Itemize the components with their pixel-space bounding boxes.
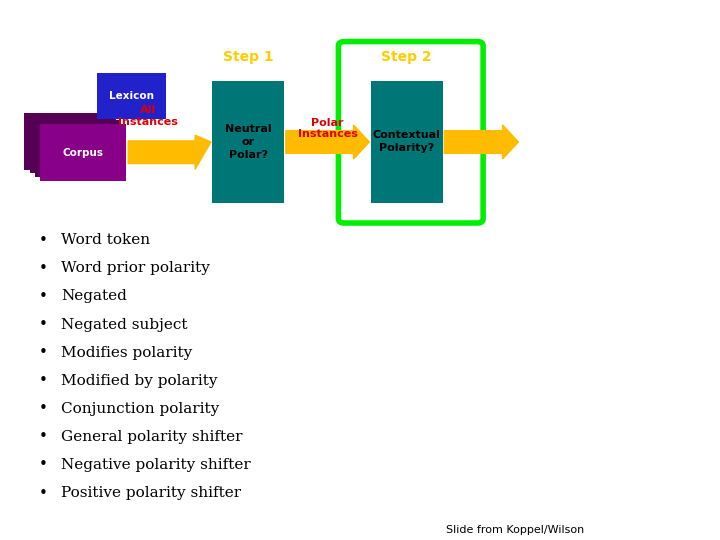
FancyBboxPatch shape xyxy=(371,81,443,202)
FancyBboxPatch shape xyxy=(97,73,166,119)
Text: •: • xyxy=(39,485,48,501)
Text: Positive polarity shifter: Positive polarity shifter xyxy=(61,486,241,500)
Text: •: • xyxy=(39,289,48,304)
FancyBboxPatch shape xyxy=(212,81,284,202)
Polygon shape xyxy=(286,125,369,159)
Text: Polar
Instances: Polar Instances xyxy=(297,118,358,139)
FancyBboxPatch shape xyxy=(35,120,121,177)
Text: •: • xyxy=(39,401,48,416)
Text: Word prior polarity: Word prior polarity xyxy=(61,261,210,275)
Text: Slide from Koppel/Wilson: Slide from Koppel/Wilson xyxy=(446,524,585,535)
FancyBboxPatch shape xyxy=(30,117,116,173)
Text: •: • xyxy=(39,317,48,332)
Text: Negated: Negated xyxy=(61,289,127,303)
Text: •: • xyxy=(39,345,48,360)
Text: Negated subject: Negated subject xyxy=(61,318,188,332)
Text: General polarity shifter: General polarity shifter xyxy=(61,430,243,444)
Polygon shape xyxy=(128,136,211,170)
FancyBboxPatch shape xyxy=(338,42,483,223)
FancyBboxPatch shape xyxy=(24,113,111,170)
Text: Negative polarity shifter: Negative polarity shifter xyxy=(61,458,251,472)
Text: •: • xyxy=(39,233,48,248)
Text: Corpus: Corpus xyxy=(63,147,103,158)
Text: All
Instances: All Instances xyxy=(117,105,178,127)
Text: Neutral
or
Polar?: Neutral or Polar? xyxy=(225,124,271,160)
Text: •: • xyxy=(39,429,48,444)
Text: Modified by polarity: Modified by polarity xyxy=(61,374,217,388)
Text: Conjunction polarity: Conjunction polarity xyxy=(61,402,220,416)
Text: Contextual
Polarity?: Contextual Polarity? xyxy=(373,130,441,153)
Text: •: • xyxy=(39,373,48,388)
Text: Step 1: Step 1 xyxy=(223,50,274,64)
Text: Step 2: Step 2 xyxy=(382,50,432,64)
FancyBboxPatch shape xyxy=(40,124,126,181)
Polygon shape xyxy=(444,125,518,159)
Text: •: • xyxy=(39,261,48,276)
Text: Lexicon: Lexicon xyxy=(109,91,154,101)
Text: •: • xyxy=(39,457,48,472)
Text: Word token: Word token xyxy=(61,233,150,247)
Text: Modifies polarity: Modifies polarity xyxy=(61,346,192,360)
